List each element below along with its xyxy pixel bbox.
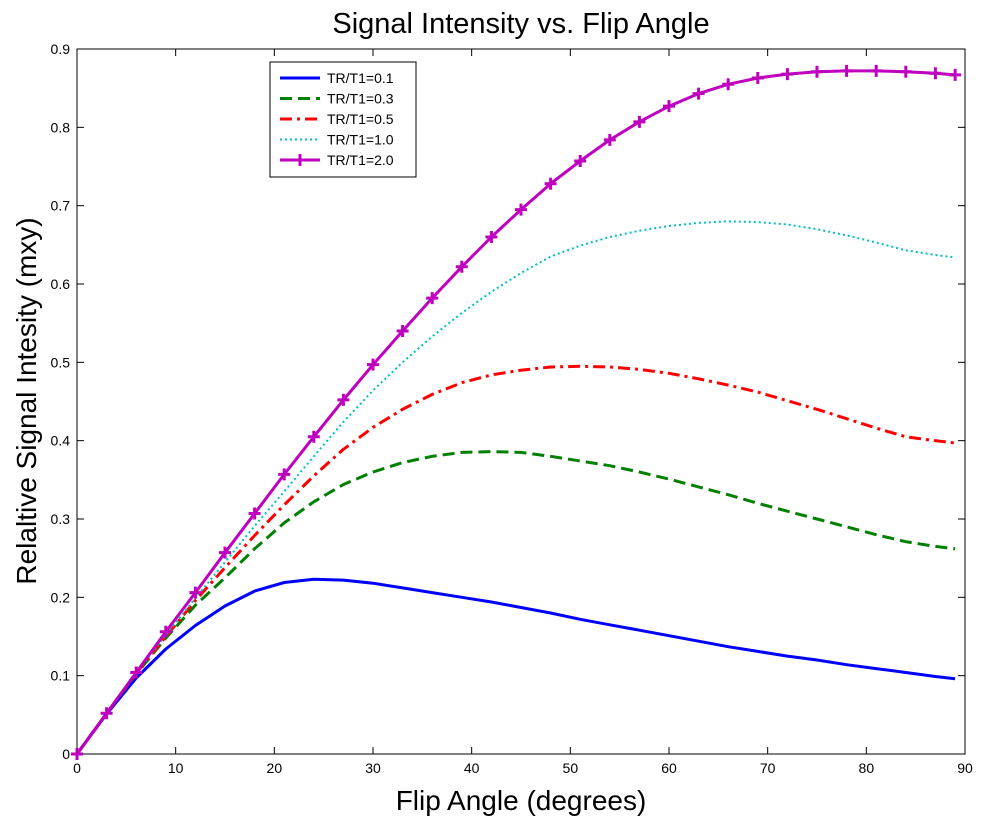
x-tick-label: 50 bbox=[563, 760, 579, 776]
y-tick-label: 0.7 bbox=[51, 198, 71, 214]
legend-label: TR/T1=0.3 bbox=[327, 91, 394, 107]
y-tick-label: 0.3 bbox=[51, 511, 71, 527]
x-tick-label: 80 bbox=[859, 760, 875, 776]
x-tick-label: 0 bbox=[73, 760, 81, 776]
x-axis-label: Flip Angle (degrees) bbox=[396, 785, 647, 816]
x-tick-label: 70 bbox=[760, 760, 776, 776]
chart-title: Signal Intensity vs. Flip Angle bbox=[332, 8, 709, 40]
x-tick-label: 20 bbox=[267, 760, 283, 776]
y-tick-label: 0.2 bbox=[51, 589, 71, 605]
legend-label: TR/T1=0.5 bbox=[327, 111, 394, 127]
plot-area-frame bbox=[77, 49, 965, 754]
y-tick-label: 0.6 bbox=[51, 276, 71, 292]
legend-label: TR/T1=2.0 bbox=[327, 152, 394, 168]
x-tick-label: 10 bbox=[168, 760, 184, 776]
y-tick-label: 0.9 bbox=[51, 41, 71, 57]
x-tick-label: 30 bbox=[365, 760, 381, 776]
y-tick-label: 0.5 bbox=[51, 354, 71, 370]
y-tick-label: 0.4 bbox=[51, 433, 71, 449]
y-tick-label: 0.1 bbox=[51, 668, 71, 684]
legend-label: TR/T1=1.0 bbox=[327, 132, 394, 148]
x-tick-label: 60 bbox=[661, 760, 677, 776]
x-tick-label: 40 bbox=[464, 760, 480, 776]
legend-label: TR/T1=0.1 bbox=[327, 70, 394, 86]
legend: TR/T1=0.1 TR/T1=0.3 TR/T1=0.5 TR/T1=1.0 TR/T… bbox=[270, 62, 416, 177]
y-tick-label: 0.8 bbox=[51, 119, 71, 135]
y-tick-label: 0 bbox=[62, 746, 70, 762]
y-axis-label: Relaltive Signal Intesity (mxy) bbox=[11, 217, 42, 584]
x-tick-label: 90 bbox=[957, 760, 973, 776]
